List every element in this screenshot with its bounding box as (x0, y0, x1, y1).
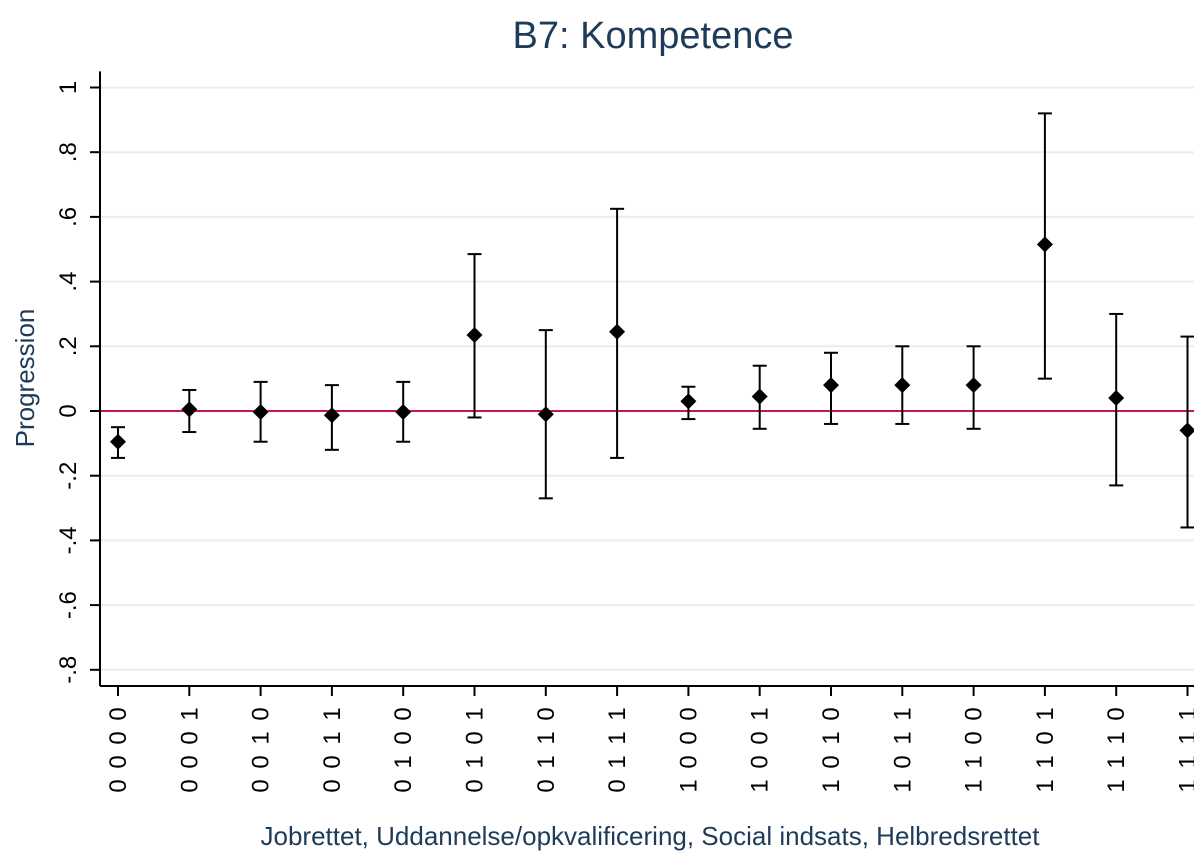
point-estimate-marker (1179, 422, 1194, 439)
y-tick-label: .8 (55, 142, 82, 162)
data-point-group (323, 384, 340, 451)
data-point-group (751, 364, 768, 430)
x-tick-label: 1 0 0 0 (675, 705, 702, 792)
data-point-group (965, 345, 982, 430)
point-estimate-marker (751, 388, 768, 405)
data-point-group (1108, 312, 1125, 487)
axes (99, 71, 1194, 687)
data-point-group (252, 380, 269, 443)
data-point-group (680, 385, 697, 421)
y-tick-label: .4 (55, 272, 82, 292)
data-point-group (181, 388, 198, 434)
point-estimate-marker (894, 377, 911, 394)
data-point-group (395, 380, 412, 443)
point-estimate-marker (1108, 390, 1125, 407)
data-marks (110, 112, 1194, 529)
y-ticks: 1 .8 .6 .4 .2 0 -.2 -.4 -.6 -.8 (55, 81, 100, 684)
point-estimate-marker (323, 407, 340, 424)
data-point-group (1036, 112, 1053, 380)
point-estimate-marker (680, 393, 697, 410)
grid (100, 86, 1194, 671)
y-tick-label: -.4 (55, 526, 82, 554)
y-tick-label: -.2 (55, 462, 82, 490)
y-tick-label: .6 (55, 207, 82, 227)
point-estimate-marker (466, 326, 483, 343)
x-tick-label: 1 1 1 0 (1103, 705, 1130, 792)
x-tick-label: 0 0 0 0 (105, 705, 132, 792)
y-tick-label: -.8 (55, 656, 82, 684)
data-point-group (466, 253, 483, 419)
x-tick-label: 1 1 0 1 (1032, 705, 1059, 792)
chart-title: B7: Kompetence (513, 15, 794, 57)
x-tick-label: 0 0 0 1 (176, 705, 203, 792)
x-tick-label: 1 1 1 1 (1175, 705, 1194, 792)
y-tick-label: 1 (55, 81, 82, 94)
data-point-group (823, 351, 839, 425)
x-tick-label: 1 0 0 1 (747, 705, 774, 792)
x-tick-label: 0 0 1 1 (319, 705, 346, 792)
point-estimate-marker (965, 377, 982, 394)
x-axis-label: Jobrettet, Uddannelse/opkvalificering, S… (261, 821, 1041, 851)
point-estimate-marker (395, 403, 412, 420)
point-estimate-marker (252, 403, 269, 420)
y-tick-label: -.6 (55, 591, 82, 619)
x-tick-label: 0 1 1 0 (533, 705, 560, 792)
y-tick-label: .2 (55, 336, 82, 356)
y-tick-label: 0 (55, 404, 82, 417)
y-axis-label: Progression (10, 309, 40, 448)
x-tick-label: 1 1 0 0 (961, 705, 988, 792)
point-estimate-marker (1036, 236, 1053, 253)
data-point-group (894, 345, 911, 425)
data-point-group (1179, 335, 1194, 529)
point-estimate-marker (537, 406, 554, 423)
x-tick-label: 0 1 1 1 (604, 705, 631, 792)
x-tick-label: 0 1 0 1 (462, 705, 489, 792)
x-tick-label: 0 0 1 0 (248, 705, 275, 792)
x-tick-label: 0 1 0 0 (390, 705, 417, 792)
point-estimate-marker (609, 323, 626, 340)
point-estimate-marker (823, 377, 839, 394)
x-tick-label: 1 0 1 0 (818, 705, 845, 792)
data-point-group (110, 426, 126, 459)
x-ticks: 0 0 0 0 0 0 0 1 0 0 1 0 0 0 1 1 0 1 0 0 0 1 0… (105, 685, 1194, 793)
point-estimate-marker (181, 401, 198, 418)
x-tick-label: 1 0 1 1 (889, 705, 916, 792)
point-estimate-marker (110, 433, 126, 450)
data-point-group (609, 207, 626, 459)
data-point-group (537, 329, 554, 500)
